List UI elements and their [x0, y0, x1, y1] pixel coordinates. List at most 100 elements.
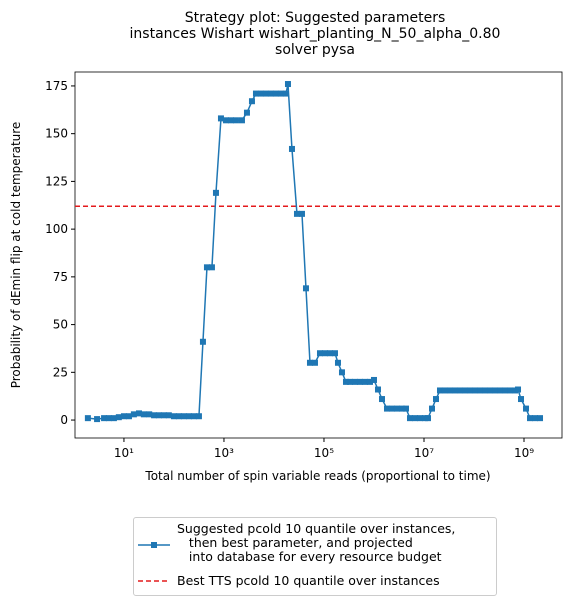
marker [115, 414, 122, 421]
marker [199, 338, 206, 345]
marker [406, 415, 413, 422]
marker [326, 350, 333, 357]
marker [346, 378, 353, 385]
marker [140, 411, 147, 418]
marker [497, 387, 504, 394]
marker [252, 90, 259, 97]
marker [374, 386, 381, 393]
marker [238, 117, 245, 124]
marker [232, 117, 239, 124]
y-tick-label: 0 [60, 413, 68, 427]
marker [424, 415, 431, 422]
marker [457, 387, 464, 394]
marker [316, 350, 323, 357]
marker [293, 210, 300, 217]
marker [195, 413, 202, 420]
marker [155, 412, 162, 419]
marker [507, 387, 514, 394]
marker [361, 378, 368, 385]
marker [277, 90, 284, 97]
marker [356, 378, 363, 385]
marker [462, 387, 469, 394]
marker [436, 387, 443, 394]
x-tick-label: 10⁵ [314, 446, 334, 460]
marker [125, 413, 132, 420]
marker [331, 350, 338, 357]
marker [227, 117, 234, 124]
marker [298, 210, 305, 217]
y-tick-label: 125 [45, 174, 68, 188]
marker [101, 415, 108, 422]
marker [243, 109, 250, 116]
marker [272, 90, 279, 97]
marker [151, 412, 158, 419]
marker [411, 415, 418, 422]
marker [160, 412, 167, 419]
marker [492, 387, 499, 394]
legend-marker [151, 542, 157, 548]
y-tick-label: 50 [53, 318, 68, 332]
y-tick-label: 175 [45, 79, 68, 93]
marker [351, 378, 358, 385]
marker [84, 415, 91, 422]
marker [451, 387, 458, 394]
legend-label: Best TTS pcold 10 quantile over instance… [177, 573, 440, 588]
x-tick-label: 10⁷ [414, 446, 434, 460]
marker [120, 413, 127, 420]
marker [527, 415, 534, 422]
marker [302, 285, 309, 292]
y-tick-label: 100 [45, 222, 68, 236]
marker [428, 405, 435, 412]
x-tick-label: 10¹ [114, 446, 134, 460]
marker [257, 90, 264, 97]
marker [518, 396, 525, 403]
marker [383, 405, 390, 412]
x-tick-label: 10³ [214, 446, 234, 460]
marker [398, 405, 405, 412]
marker [136, 410, 143, 417]
marker [370, 376, 377, 383]
marker [366, 378, 373, 385]
marker [217, 115, 224, 122]
marker [186, 413, 193, 420]
y-tick-label: 150 [45, 127, 68, 141]
y-tick-label: 25 [53, 365, 68, 379]
legend-label: Suggested pcold 10 quantile over instanc… [177, 521, 456, 564]
marker [432, 396, 439, 403]
marker [472, 387, 479, 394]
marker [284, 81, 291, 88]
x-tick-label: 10⁹ [514, 446, 534, 460]
marker [446, 387, 453, 394]
marker [222, 117, 229, 124]
marker [416, 415, 423, 422]
marker [393, 405, 400, 412]
marker [165, 412, 172, 419]
marker [288, 145, 295, 152]
marker [421, 415, 428, 422]
marker [170, 413, 177, 420]
marker [306, 359, 313, 366]
marker [502, 387, 509, 394]
marker [537, 415, 544, 422]
marker [402, 405, 409, 412]
marker [282, 90, 289, 97]
marker [212, 189, 219, 196]
marker [146, 411, 153, 418]
marker [248, 98, 255, 105]
marker [311, 359, 318, 366]
marker [441, 387, 448, 394]
marker [208, 264, 215, 271]
y-axis-label: Probability of dEmin flip at cold temper… [9, 122, 23, 389]
marker [203, 264, 210, 271]
marker [515, 386, 522, 393]
marker [512, 387, 519, 394]
marker [338, 369, 345, 376]
plot-frame [74, 71, 563, 439]
legend: Suggested pcold 10 quantile over instanc… [133, 517, 497, 596]
marker [342, 378, 349, 385]
marker [321, 350, 328, 357]
marker [105, 415, 112, 422]
y-tick-label: 75 [53, 270, 68, 284]
